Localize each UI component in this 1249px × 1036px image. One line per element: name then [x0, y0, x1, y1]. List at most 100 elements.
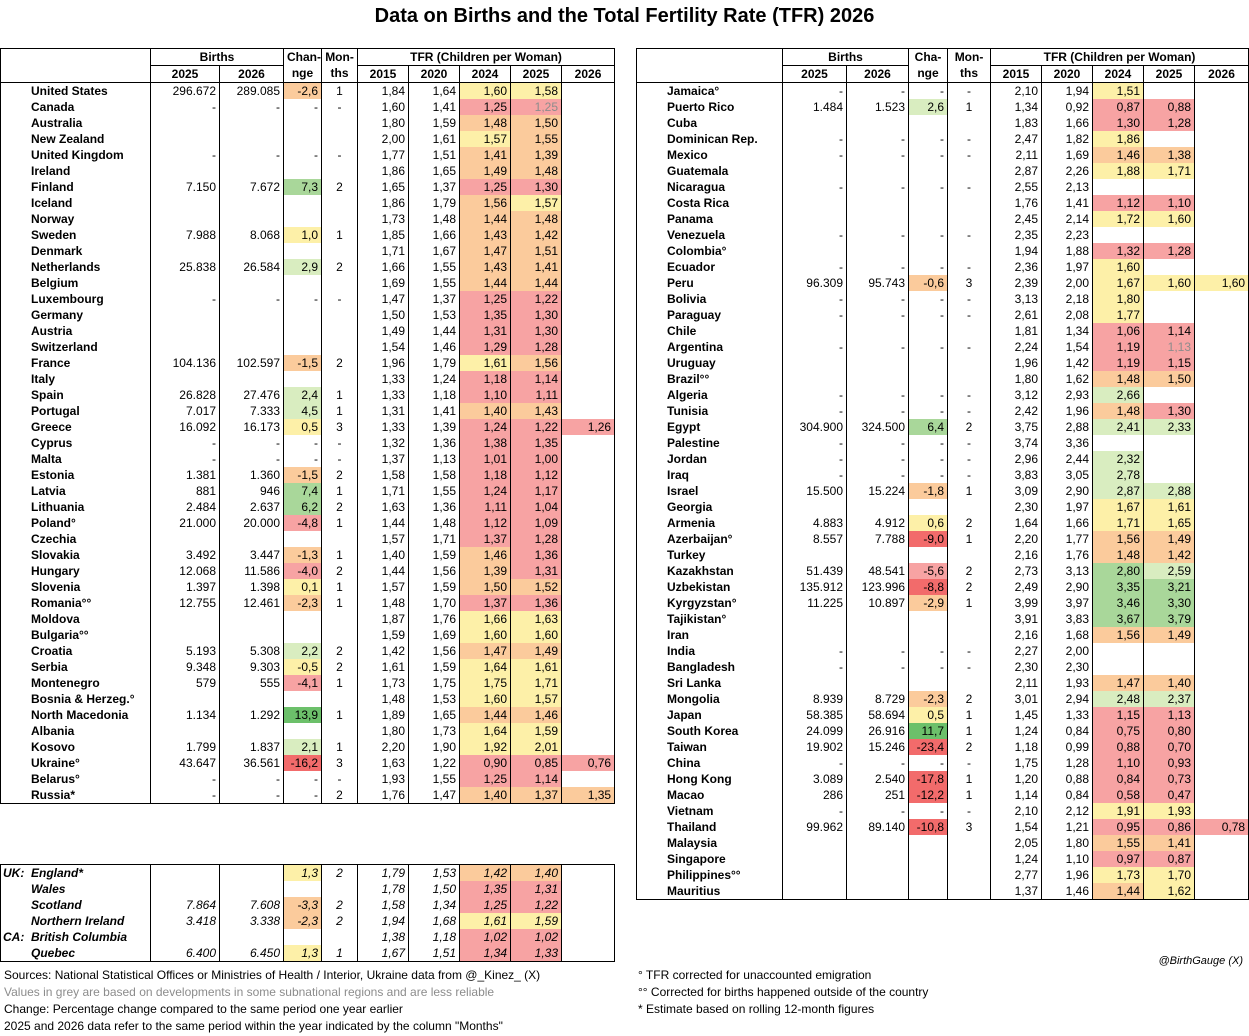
tfr-2026-cell	[1194, 675, 1249, 691]
table-row: Jamaica° - - - -2,10 1,94 1,51	[636, 82, 1249, 99]
table-row: Vietnam - - - -2,10 2,12 1,91 1,93	[636, 803, 1249, 819]
months-cell	[947, 867, 992, 883]
country-name: Finland	[0, 179, 151, 195]
tfr-2024-cell: 2,87	[1092, 483, 1145, 499]
table-row: Nicaragua - - - -2,55 2,13	[636, 179, 1249, 195]
births-2025-cell	[150, 929, 220, 945]
tfr-2026-cell	[561, 195, 616, 211]
months-cell	[321, 211, 359, 227]
tfr-2015-cell: 1,20	[990, 771, 1043, 787]
tfr-2026-cell	[561, 355, 616, 371]
country-name: Vietnam	[636, 803, 783, 819]
tfr-2025-cell: 1,30	[510, 179, 563, 195]
months-cell: 1	[947, 787, 992, 803]
tfr-2015-cell: 1,24	[990, 851, 1043, 867]
tfr-2020-cell: 2,00	[1041, 275, 1094, 291]
tfr-2015-cell: 2,47	[990, 131, 1043, 147]
tfr-2015-cell: 1,58	[357, 467, 410, 483]
region-name: Northern Ireland	[31, 913, 125, 928]
country-name: Ireland	[0, 163, 151, 179]
births-2026-cell	[845, 499, 910, 515]
births-2025-cell: -	[150, 787, 220, 804]
change-cell	[908, 243, 949, 259]
tfr-2020-cell: 1,66	[1041, 515, 1094, 531]
births-2026-cell: -	[845, 387, 910, 403]
tfr-2025-cell: 1,56	[510, 355, 563, 371]
tfr-2015-cell: 1,48	[357, 595, 410, 611]
births-2026-cell	[218, 723, 285, 739]
tfr-2020-cell: 2,93	[1041, 387, 1094, 403]
months-cell: 3	[321, 755, 359, 771]
births-2025-cell	[782, 675, 847, 691]
births-2026-cell: 2.540	[845, 771, 910, 787]
months-cell	[947, 883, 992, 900]
tfr-2015-cell: 1,57	[357, 531, 410, 547]
tfr-2026-cell	[1194, 99, 1249, 115]
tfr-2020-cell: 1,96	[1041, 867, 1094, 883]
country-name: Iceland	[0, 195, 151, 211]
table-row: Taiwan 19.902 15.246 -23,4 2 1,18 0,99 0,88 0,70	[636, 739, 1249, 755]
births-2025-cell: 1.381	[150, 467, 220, 483]
country-name: Russia*	[0, 787, 151, 804]
country-name: Algeria	[636, 387, 783, 403]
change-cell	[283, 115, 323, 131]
months-cell: 1	[321, 387, 359, 403]
births-2025-cell	[782, 835, 847, 851]
tfr-2025-cell: 1,57	[510, 195, 563, 211]
tfr-2020-cell: 0,99	[1041, 739, 1094, 755]
births-2025-cell: 6.400	[150, 945, 220, 962]
months-cell: -	[321, 99, 359, 115]
table-row: Macao 286 251 -12,2 1 1,14 0,84 0,58 0,47	[636, 787, 1249, 803]
change-cell: 1,3	[283, 945, 322, 962]
country-name: Argentina	[636, 339, 783, 355]
months-note: 2025 and 2026 data refer to the same per…	[4, 1019, 503, 1033]
change-cell: -1,8	[908, 483, 949, 499]
births-2026-cell: -	[845, 131, 910, 147]
births-2026-cell: -	[845, 451, 910, 467]
tfr-2025-cell: 1,28	[1143, 115, 1196, 131]
tfr-2015-cell: 1,71	[357, 243, 410, 259]
change-cell	[283, 211, 323, 227]
table-row: Argentina - - - -2,24 1,54 1,19 1,13	[636, 339, 1249, 355]
country-name: Turkey	[636, 547, 783, 563]
tfr-2020-cell: 1,55	[408, 483, 461, 499]
tfr-2015-cell: 1,33	[357, 419, 410, 435]
tfr-2015-cell: 1,64	[990, 515, 1043, 531]
tfr-2015-cell: 2,16	[990, 627, 1043, 643]
births-2026-cell: 6.450	[219, 945, 284, 962]
months-cell	[947, 195, 992, 211]
births-2025-cell	[782, 211, 847, 227]
tfr-2024-cell: 1,10	[1092, 755, 1145, 771]
change-cell	[283, 131, 323, 147]
country-name: Venezuela	[636, 227, 783, 243]
tfr-2025-cell: 1,28	[510, 531, 563, 547]
tfr-2015-cell: 1,61	[357, 659, 410, 675]
months-cell	[321, 339, 359, 355]
tfr-2015-cell: 2,42	[990, 403, 1043, 419]
tfr-2025-cell	[1143, 82, 1196, 99]
tfr-2020-cell: 3,36	[1041, 435, 1094, 451]
change-cell: -	[908, 659, 949, 675]
tfr-2025-cell: 1,33	[510, 945, 562, 962]
tfr-2025-cell: 1,09	[510, 515, 563, 531]
table-row: Thailand 99.962 89.140 -10,8 3 1,54 1,21 0,95 0,…	[636, 819, 1249, 835]
tfr-2020-cell: 1,53	[408, 864, 460, 881]
tfr-2025-cell: 1,37	[510, 787, 563, 804]
tfr-2015-cell: 2,55	[990, 179, 1043, 195]
tfr-2025-cell: 1,22	[510, 291, 563, 307]
births-2026-cell: 8.068	[218, 227, 285, 243]
tfr-2020-cell: 1,68	[408, 913, 460, 929]
tfr-2020-cell: 1,80	[1041, 835, 1094, 851]
months-cell	[947, 243, 992, 259]
tfr-2015-cell: 1,42	[357, 643, 410, 659]
tfr-2024-cell: 1,48	[1092, 403, 1145, 419]
tfr-2026-cell	[561, 179, 616, 195]
tfr-2026-cell	[561, 99, 616, 115]
tfr-2020-cell: 1,59	[408, 579, 461, 595]
births-2025-cell	[782, 115, 847, 131]
tfr-2024-cell: 0,75	[1092, 723, 1145, 739]
tfr-2024-cell: 1,06	[1092, 323, 1145, 339]
tfr-2024-cell: 1,18	[459, 467, 512, 483]
tfr-2025-cell: 1,00	[510, 451, 563, 467]
country-name: Northern Ireland	[0, 913, 151, 929]
